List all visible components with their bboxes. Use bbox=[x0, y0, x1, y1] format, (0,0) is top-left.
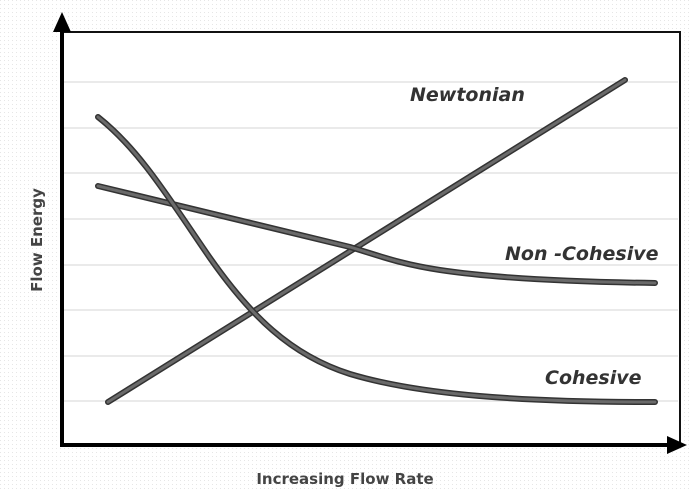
curve-label: Non -Cohesive bbox=[505, 243, 659, 265]
y-arrow bbox=[53, 12, 71, 32]
y-axis-label: Flow Energy bbox=[28, 188, 46, 292]
curve-label: Newtonian bbox=[410, 84, 525, 106]
non-cohesive-curve bbox=[95, 183, 658, 286]
x-arrow bbox=[667, 436, 687, 454]
newtonian-curve bbox=[105, 77, 628, 405]
cohesive-curve bbox=[95, 114, 658, 405]
curve-label: Cohesive bbox=[545, 367, 642, 389]
frame bbox=[62, 31, 681, 445]
x-axis-label: Increasing Flow Rate bbox=[256, 470, 433, 488]
